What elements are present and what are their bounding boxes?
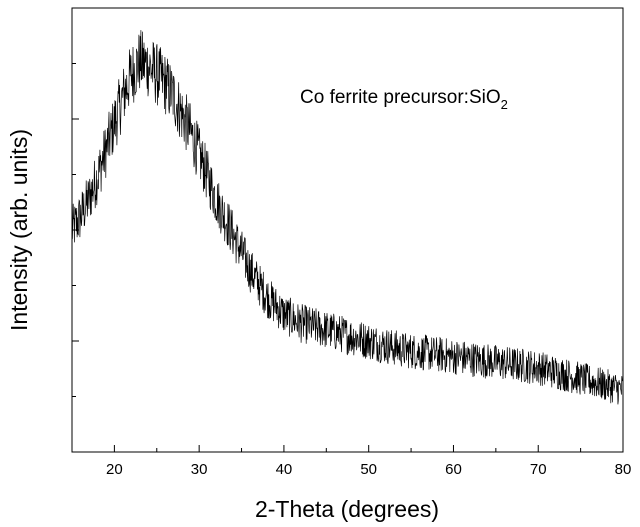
x-axis-ticks — [71, 445, 624, 452]
x-tick-label: 20 — [106, 461, 123, 478]
y-axis-title: Intensity (arb. units) — [6, 129, 32, 331]
x-tick-label: 60 — [445, 461, 462, 478]
x-axis-title: 2-Theta (degrees) — [255, 496, 439, 522]
series-line — [71, 30, 624, 405]
x-tick-label: 50 — [360, 461, 377, 478]
annotation-label: Co ferrite precursor:SiO2 — [300, 87, 508, 112]
x-tick-label: 30 — [191, 461, 208, 478]
x-tick-label: 40 — [276, 461, 293, 478]
x-tick-label: 80 — [615, 461, 632, 478]
annotation-subscript: 2 — [501, 97, 508, 112]
annotation-text: Co ferrite precursor:SiO — [300, 87, 501, 108]
x-tick-labels: 20 30 40 50 60 70 80 — [106, 461, 631, 478]
x-tick-label: 70 — [530, 461, 547, 478]
